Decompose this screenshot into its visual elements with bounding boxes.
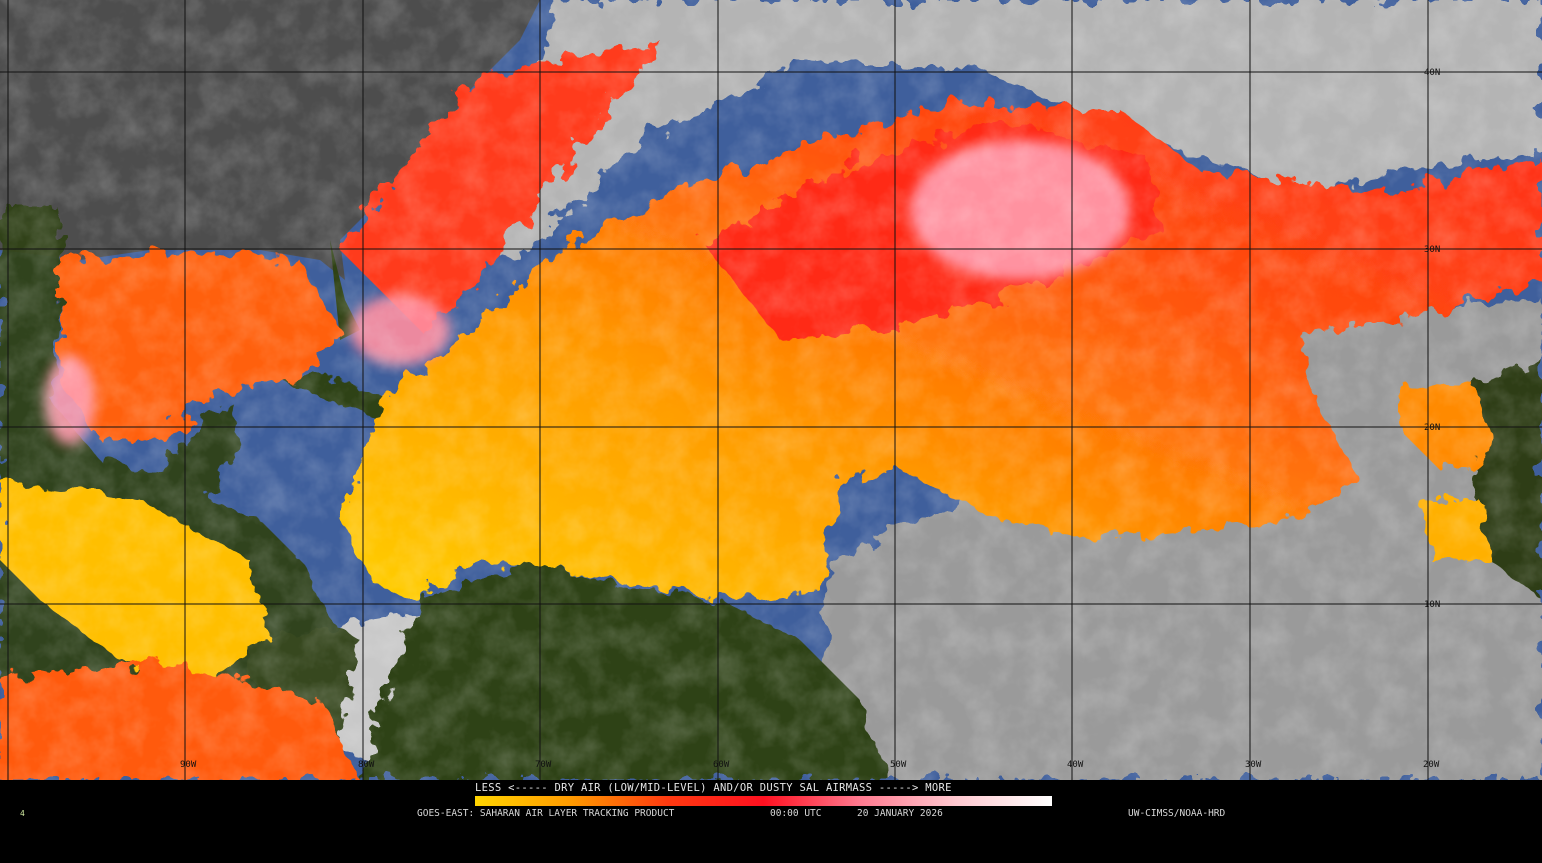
lon-label-50w: 50W	[890, 760, 907, 770]
lon-label-20w: 20W	[1423, 760, 1440, 770]
footer: GOES-EAST: SAHARAN AIR LAYER TRACKING PR…	[0, 808, 1542, 820]
legend-title: LESS <----- DRY AIR (LOW/MID-LEVEL) AND/…	[475, 782, 952, 794]
longitude-labels: 90W 80W 70W 60W 50W 40W 30W 20W	[180, 760, 1440, 770]
lon-label-80w: 80W	[358, 760, 375, 770]
lon-label-70w: 70W	[535, 760, 552, 770]
source-credit: UW-CIMSS/NOAA-HRD	[1128, 808, 1226, 819]
latitude-labels: 40N 30N 20N 10N	[1424, 68, 1440, 610]
corner-mark: 4	[20, 809, 25, 818]
legend-colorbar	[475, 796, 1052, 806]
lat-label-10n: 10N	[1424, 600, 1440, 610]
lon-label-40w: 40W	[1067, 760, 1084, 770]
lat-label-40n: 40N	[1424, 68, 1440, 78]
sal-satellite-map: 40N 30N 20N 10N 90W 80W 70W 60W 50W 40W …	[0, 0, 1542, 780]
lon-label-30w: 30W	[1245, 760, 1262, 770]
valid-time: 00:00 UTC	[770, 808, 822, 819]
lat-label-20n: 20N	[1424, 423, 1440, 433]
product-name: GOES-EAST: SAHARAN AIR LAYER TRACKING PR…	[417, 808, 675, 819]
lon-label-90w: 90W	[180, 760, 197, 770]
lat-lon-grid	[0, 0, 1542, 780]
lat-label-30n: 30N	[1424, 245, 1440, 255]
valid-date: 20 JANUARY 2026	[857, 808, 943, 819]
lon-label-60w: 60W	[713, 760, 730, 770]
texture-overlay	[0, 0, 1542, 780]
